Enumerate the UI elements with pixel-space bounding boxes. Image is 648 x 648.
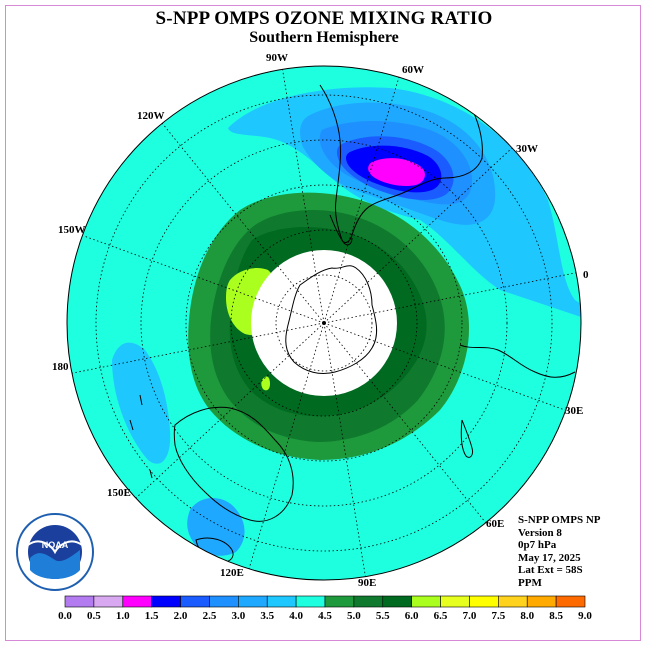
colorbar-swatch: [209, 595, 239, 608]
info-units: PPM: [518, 576, 542, 589]
graticule: [67, 66, 581, 580]
lon-label-120w: 120W: [137, 110, 165, 122]
colorbar-label: 6.5: [434, 610, 448, 622]
noaa-logo: NOAA: [16, 513, 94, 591]
longitude-labels: 90W 60W 120W 30W 150W 0 180 30E 150E 60E…: [52, 52, 589, 589]
colorbar-label: 8.0: [520, 610, 534, 622]
info-pressure: 0p7 hPa: [518, 539, 557, 551]
product-info: S-NPP OMPS NP Version 8 0p7 hPa May 17, …: [518, 514, 601, 589]
colorbar-label: 6.0: [405, 610, 419, 622]
contour-5.5-spot: [261, 376, 270, 391]
lon-label-90w: 90W: [266, 52, 288, 64]
info-lat-ext: Lat Ext = 58S: [518, 564, 583, 576]
colorbar-swatch: [440, 595, 470, 608]
coast-africa: [459, 344, 576, 378]
colorbar-swatch: [238, 595, 268, 608]
lon-label-60e: 60E: [486, 518, 504, 530]
contour-3.5-west: [112, 342, 171, 464]
colorbar-swatch: [469, 595, 499, 608]
colorbar-label: 7.0: [463, 610, 477, 622]
figure-subtitle: Southern Hemisphere: [249, 29, 399, 46]
coast-islands: [129, 394, 153, 479]
coast-antarctica: [285, 265, 378, 375]
colorbar-swatch: [93, 595, 124, 608]
colorbar-swatch: [382, 595, 412, 608]
colorbar-label: 3.5: [260, 610, 274, 622]
lon-label-90e: 90E: [358, 577, 376, 589]
colorbar-swatch: [122, 595, 152, 608]
info-instrument: S-NPP OMPS NP: [518, 514, 601, 526]
lon-label-180: 180: [52, 361, 69, 373]
colorbar-label: 4.5: [318, 610, 332, 622]
colorbar-swatch: [324, 595, 355, 608]
figure-title: S-NPP OMPS OZONE MIXING RATIO: [155, 8, 493, 29]
colorbar-swatch: [151, 595, 181, 608]
contour-3.5-south: [187, 498, 245, 556]
coastlines: [129, 77, 576, 564]
colorbar-label: 8.5: [549, 610, 563, 622]
ozone-field: [67, 66, 581, 580]
colorbar-label: 7.5: [491, 610, 505, 622]
colorbar-label: 4.0: [289, 610, 303, 622]
lon-label-30w: 30W: [516, 143, 538, 155]
colorbar-label: 1.5: [145, 610, 159, 622]
colorbar-swatch: [64, 595, 95, 608]
colorbar: 0.0 0.5 1.0 1.5 2.0 2.5 3.0 3.5 4.0 4.5 5.0 5.5 6.0 6…: [58, 595, 592, 622]
colorbar-label: 1.0: [116, 610, 130, 622]
colorbar-label: 5.0: [347, 610, 361, 622]
contour-1.0: [368, 158, 425, 187]
lon-label-30e: 30E: [565, 405, 583, 417]
noaa-logo-text: NOAA: [42, 540, 69, 550]
colorbar-swatch: [353, 595, 384, 608]
coast-australia: [173, 406, 294, 522]
colorbar-label: 2.5: [203, 610, 217, 622]
lon-label-60w: 60W: [402, 64, 424, 76]
map-boundary: [66, 65, 582, 581]
coast-madagascar: [460, 419, 473, 458]
colorbar-swatch: [295, 595, 326, 608]
lon-label-150e: 150E: [107, 487, 131, 499]
info-version: Version 8: [518, 526, 562, 539]
figure-frame: [5, 5, 641, 641]
colorbar-swatch: [526, 595, 557, 608]
colorbar-label: 0.5: [87, 610, 101, 622]
colorbar-label: 5.5: [376, 610, 390, 622]
info-date: May 17, 2025: [518, 551, 581, 564]
coast-tierra-del-fuego: [329, 214, 353, 246]
lon-label-150w: 150W: [58, 224, 86, 236]
lon-label-120e: 120E: [220, 567, 244, 579]
colorbar-swatch: [555, 595, 586, 608]
colorbar-swatch: [266, 595, 297, 608]
colorbar-label: 2.0: [174, 610, 188, 622]
south-pole-marker: [322, 321, 326, 325]
colorbar-swatch: [411, 595, 441, 608]
colorbar-label: 9.0: [578, 610, 592, 622]
colorbar-swatch: [180, 595, 210, 608]
colorbar-label: 0.0: [58, 610, 72, 622]
coast-south-america: [319, 77, 483, 243]
colorbar-swatch: [498, 595, 528, 608]
lon-label-0: 0: [583, 269, 589, 281]
colorbar-label: 3.0: [231, 610, 245, 622]
